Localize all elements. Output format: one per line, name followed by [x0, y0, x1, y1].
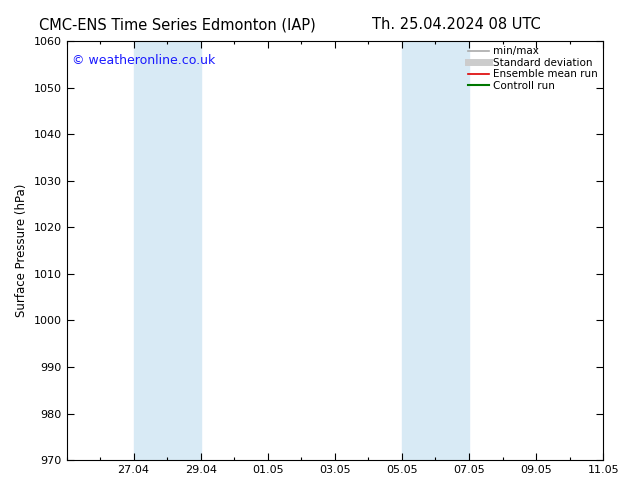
Text: © weatheronline.co.uk: © weatheronline.co.uk [72, 53, 215, 67]
Bar [402, 41, 469, 460]
Text: CMC-ENS Time Series Edmonton (IAP): CMC-ENS Time Series Edmonton (IAP) [39, 17, 316, 32]
Legend: min/max, Standard deviation, Ensemble mean run, Controll run: min/max, Standard deviation, Ensemble me… [466, 44, 600, 93]
Y-axis label: Surface Pressure (hPa): Surface Pressure (hPa) [15, 184, 28, 318]
Text: Th. 25.04.2024 08 UTC: Th. 25.04.2024 08 UTC [372, 17, 541, 32]
Bar [134, 41, 201, 460]
